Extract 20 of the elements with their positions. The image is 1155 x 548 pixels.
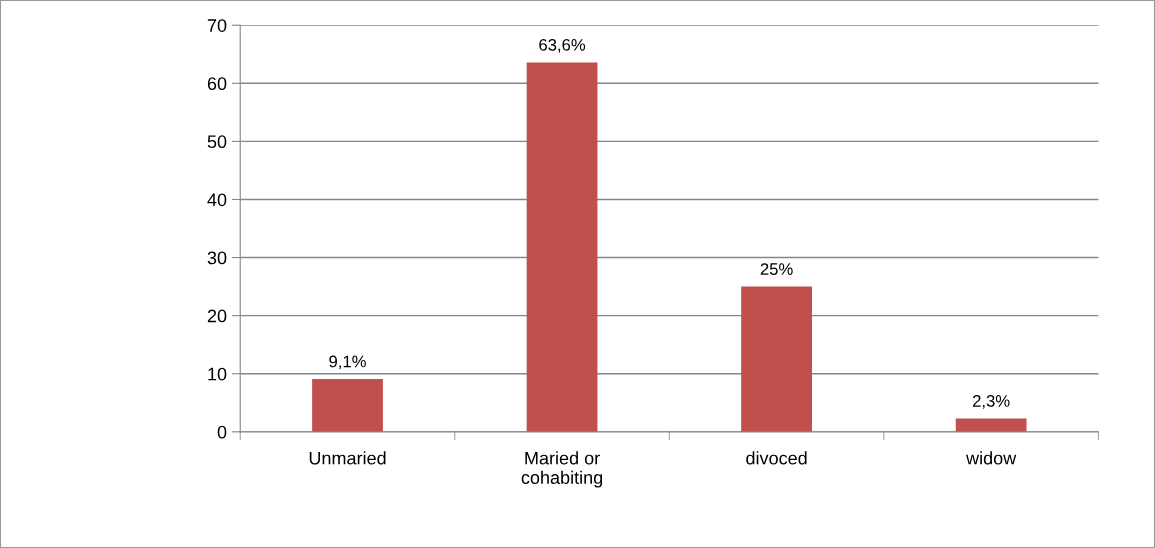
data-label: 25% (760, 263, 793, 275)
y-tick-label: 60 (207, 77, 227, 91)
y-tick-label: 70 (207, 19, 227, 32)
data-label: 9,1% (329, 355, 366, 370)
y-tick-label: 20 (207, 309, 227, 323)
x-tick-label: divoced (746, 451, 807, 465)
bar (741, 286, 812, 432)
bar (312, 378, 383, 432)
y-tick-label: 30 (207, 251, 227, 265)
bar (955, 418, 1027, 432)
data-label: 2,3% (972, 395, 1010, 409)
y-tick-label: 40 (207, 193, 227, 207)
y-tick-label: 0 (217, 425, 227, 439)
y-tick-label: 10 (208, 367, 227, 381)
x-tick-label: Unmaried (309, 451, 386, 465)
x-tick-label: widow (966, 451, 1017, 465)
data-label: 63,6% (539, 38, 586, 53)
x-tick-label: Maried or cohabiting (521, 451, 603, 488)
bar (526, 62, 598, 432)
y-tick-label: 50 (207, 135, 227, 149)
